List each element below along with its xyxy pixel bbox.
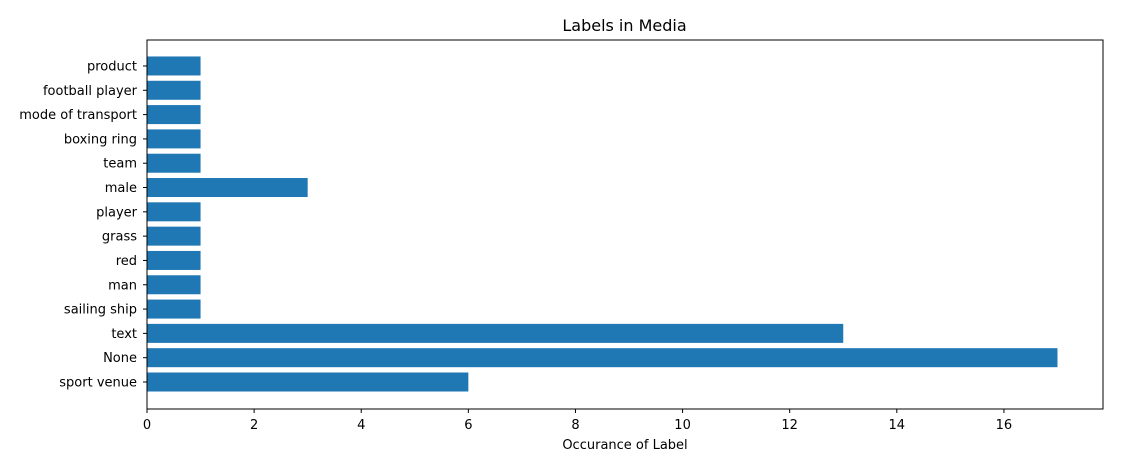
bar-player bbox=[147, 202, 201, 222]
x-tick-label: 14 bbox=[889, 418, 906, 433]
bar-grass bbox=[147, 226, 201, 246]
bars-group bbox=[147, 56, 1058, 392]
bar-male bbox=[147, 178, 308, 198]
y-tick-label: sport venue bbox=[59, 376, 137, 391]
y-tick-label: sailing ship bbox=[64, 303, 137, 318]
y-tick-label: product bbox=[87, 59, 137, 74]
y-tick-label: None bbox=[103, 351, 137, 366]
x-tick-label: 16 bbox=[996, 418, 1013, 433]
y-tick-label: grass bbox=[102, 230, 137, 245]
y-tick-label: red bbox=[116, 254, 137, 269]
y-tick-label: team bbox=[103, 157, 137, 172]
chart-title: Labels in Media bbox=[562, 16, 686, 35]
y-tick-label: boxing ring bbox=[64, 132, 137, 147]
y-tick-label: man bbox=[108, 278, 137, 293]
bar-football-player bbox=[147, 80, 201, 100]
x-axis-ticks: 0 2 4 6 8 10 12 14 16 bbox=[143, 409, 1012, 433]
plot-frame bbox=[146, 39, 1104, 410]
bar-product bbox=[147, 56, 201, 76]
y-tick-label: player bbox=[96, 205, 138, 220]
bar-red bbox=[147, 250, 201, 270]
bar-man bbox=[147, 275, 201, 295]
bar-team bbox=[147, 153, 201, 173]
y-tick-label: male bbox=[105, 181, 137, 196]
x-tick-label: 10 bbox=[674, 418, 691, 433]
y-axis-ticks: sport venue None text sailing ship man red gra… bbox=[19, 59, 147, 391]
x-tick-label: 2 bbox=[250, 418, 258, 433]
bar-mode-of-transport bbox=[147, 105, 201, 125]
x-axis-label: Occurance of Label bbox=[562, 438, 687, 453]
x-tick-label: 12 bbox=[781, 418, 798, 433]
bar-sport-venue bbox=[147, 372, 469, 392]
bar-none bbox=[147, 348, 1058, 368]
x-tick-label: 0 bbox=[143, 418, 151, 433]
bar-sailing-ship bbox=[147, 299, 201, 319]
x-tick-label: 8 bbox=[571, 418, 579, 433]
x-tick-label: 4 bbox=[357, 418, 365, 433]
y-tick-label: football player bbox=[43, 84, 138, 99]
y-tick-label: text bbox=[111, 327, 137, 342]
bar-boxing-ring bbox=[147, 129, 201, 149]
y-tick-label: mode of transport bbox=[19, 108, 137, 123]
bar-text bbox=[147, 323, 844, 343]
x-tick-label: 6 bbox=[464, 418, 472, 433]
